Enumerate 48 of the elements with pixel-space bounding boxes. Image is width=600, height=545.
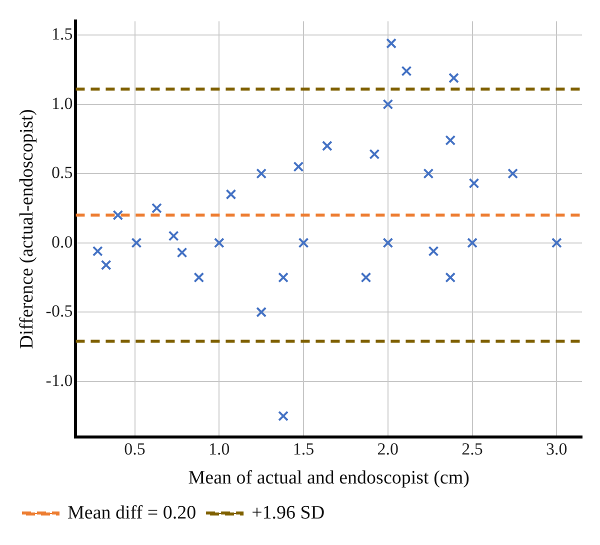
x-tick-label: 2.5 — [462, 439, 483, 458]
point — [298, 238, 309, 248]
y-tick-label: -0.5 — [46, 302, 73, 321]
point — [278, 410, 289, 422]
point — [467, 238, 478, 248]
point — [386, 38, 397, 49]
y-tick-label: 0.0 — [51, 232, 73, 252]
x-tick-label: 3.0 — [546, 439, 568, 458]
point — [131, 238, 142, 248]
point — [226, 189, 236, 200]
point — [401, 66, 412, 76]
x-tick-label: 0.5 — [124, 439, 146, 458]
point — [278, 272, 289, 283]
x-tick-label: 2.0 — [377, 439, 399, 458]
y-tick-label: 1.0 — [51, 94, 73, 113]
point — [445, 272, 456, 283]
x-tick-label: 1.0 — [208, 439, 230, 458]
point — [423, 168, 434, 179]
point — [112, 210, 124, 220]
x-axis-title: Mean of actual and endoscopist (cm) — [188, 468, 470, 489]
point — [100, 260, 112, 270]
point — [382, 238, 394, 248]
point — [369, 148, 380, 160]
point — [151, 202, 162, 214]
point — [445, 135, 456, 146]
point — [256, 168, 267, 179]
point — [168, 230, 179, 242]
point — [92, 246, 103, 256]
point — [176, 247, 188, 258]
point — [428, 246, 439, 256]
point — [322, 140, 332, 152]
point — [256, 306, 267, 318]
point — [508, 168, 518, 179]
legend-label: Mean diff = 0.20 — [68, 502, 196, 524]
legend-label: +1.96 SD — [252, 502, 325, 524]
y-tick-label: 1.5 — [51, 24, 73, 44]
y-tick-label: -1.0 — [46, 370, 73, 390]
point — [360, 272, 372, 283]
point — [448, 72, 459, 84]
y-axis-title: Difference (actual-endoscopist) — [16, 109, 38, 349]
point — [214, 238, 224, 248]
x-tick-label: 1.5 — [292, 439, 314, 458]
point — [551, 238, 562, 248]
point — [194, 272, 204, 283]
y-tick-label: 0.5 — [51, 163, 73, 182]
point — [382, 99, 394, 110]
point — [468, 178, 480, 189]
point — [293, 161, 304, 172]
